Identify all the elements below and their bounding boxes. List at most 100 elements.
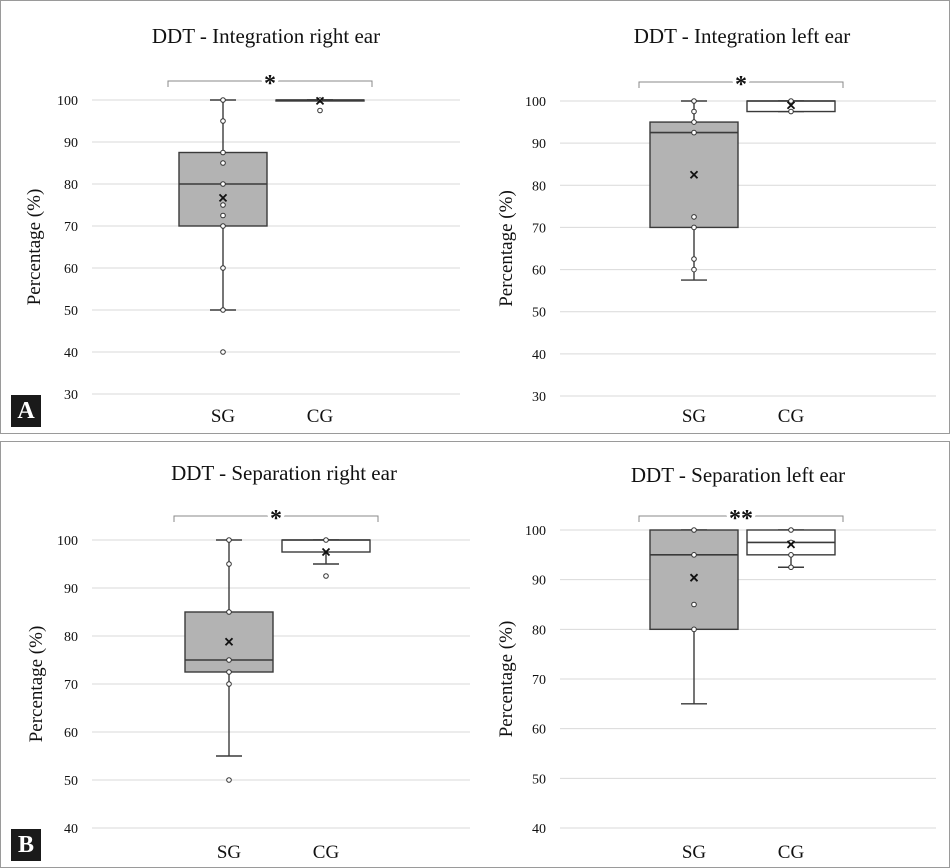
box-sg [649,529,739,631]
mean-marker [315,96,325,105]
mean-marker [224,637,234,646]
data-point [226,561,232,567]
chart-title: DDT - Integration right ear [152,24,380,48]
x-category-label: SG [682,842,707,863]
data-point [691,256,697,262]
y-tick-label: 40 [532,822,546,837]
y-tick-label: 100 [57,94,78,109]
y-tick-label: 50 [532,306,546,321]
x-category-label: SG [682,406,707,427]
data-point [220,118,226,124]
y-tick-label: 80 [64,630,78,645]
data-point [226,657,232,663]
data-point [220,307,226,313]
y-tick-label: 80 [64,178,78,193]
data-point [220,181,226,187]
significance-marker: * [264,71,276,97]
y-tick-label: 80 [532,623,546,638]
data-point [691,626,697,633]
x-category-label: CG [778,842,805,863]
panel-label-a: A [11,395,41,427]
chart-title: DDT - Separation left ear [631,463,845,487]
data-point [788,98,794,104]
data-point [788,552,794,558]
y-tick-label: 30 [64,388,78,403]
data-point [220,212,226,219]
chart-title: DDT - Separation right ear [171,461,397,485]
y-tick-label: 90 [532,574,546,589]
y-tick-label: 90 [64,582,78,597]
data-point [226,537,232,543]
x-category-label: SG [217,842,242,863]
data-point [691,552,697,558]
mean-marker [786,101,796,110]
data-point [691,119,697,125]
data-point [691,224,697,231]
data-point [788,108,794,115]
x-category-label: CG [307,406,334,427]
data-point [226,609,232,615]
y-tick-label: 50 [64,774,78,789]
y-tick-label: 40 [64,346,78,361]
x-category-label: CG [313,842,340,863]
y-axis-label: Percentage (%) [26,626,47,743]
mean-marker [689,170,699,179]
y-tick-label: 70 [532,221,546,236]
y-tick-label: 60 [532,264,546,279]
data-point [788,564,794,571]
data-point [323,537,329,543]
data-point [691,98,697,104]
data-point [220,160,226,166]
y-tick-label: 90 [64,136,78,151]
y-axis-label: Percentage (%) [24,189,45,306]
significance-marker: * [270,506,282,532]
data-point [691,527,697,533]
data-point [691,108,697,115]
x-category-label: SG [211,406,236,427]
y-tick-label: 100 [57,534,78,549]
data-point [323,573,329,579]
mean-marker [689,573,699,582]
significance-bracket [173,515,379,522]
y-tick-label: 60 [64,262,78,277]
y-tick-label: 50 [64,304,78,319]
data-point [691,129,697,136]
significance-bracket [638,515,844,522]
data-point [220,202,226,208]
significance-marker: * [735,72,747,98]
y-tick-label: 70 [64,220,78,235]
significance-bracket [167,80,373,87]
data-point [226,669,232,675]
significance-marker: ** [729,506,753,532]
y-tick-label: 100 [525,524,546,539]
y-tick-label: 80 [532,179,546,194]
significance-bracket [638,81,844,88]
data-point [317,107,323,114]
x-category-label: CG [778,406,805,427]
mean-marker [321,547,331,557]
data-point [691,601,697,608]
y-tick-label: 70 [64,678,78,693]
chart-title: DDT - Integration left ear [634,24,851,48]
data-point [226,777,232,783]
y-tick-label: 60 [532,723,546,738]
mean-marker [218,193,228,202]
mean-marker [786,540,796,549]
data-point [788,527,794,533]
panel-a: A [0,0,950,434]
data-point [220,149,226,156]
y-tick-label: 30 [532,390,546,405]
data-point [220,223,226,229]
y-tick-label: 90 [532,137,546,152]
data-point [226,681,232,687]
data-point [691,266,697,273]
y-tick-label: 60 [64,726,78,741]
panel-b: B [0,441,950,868]
y-axis-label: Percentage (%) [496,190,517,307]
data-point [220,97,226,103]
data-point [220,349,226,355]
data-point [220,265,226,271]
y-tick-label: 40 [64,822,78,837]
y-tick-label: 100 [525,95,546,110]
